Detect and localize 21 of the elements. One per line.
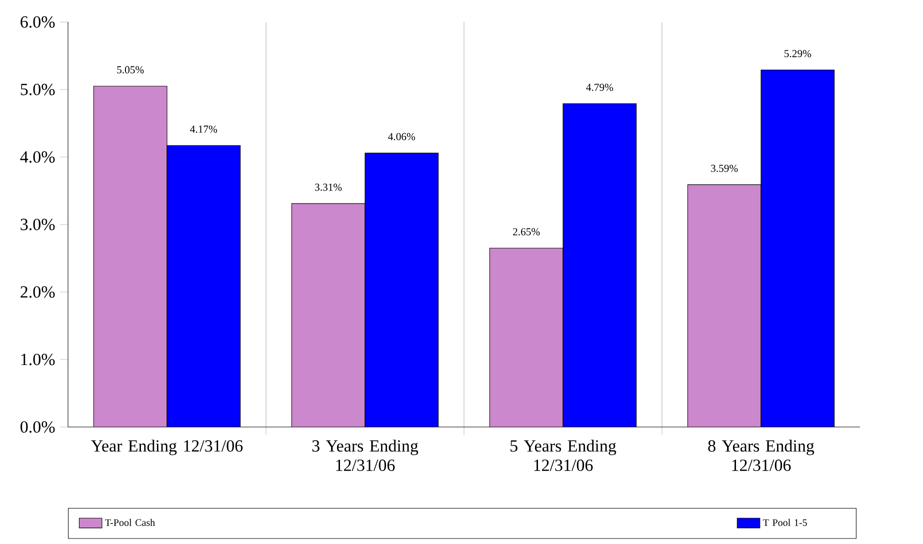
x-tick-label: 8 Years Ending 12/31/06 xyxy=(708,440,814,472)
data-label: 4.79% xyxy=(586,84,614,91)
y-tick-label: 2.0% xyxy=(20,286,55,298)
data-label: 3.31% xyxy=(315,184,342,191)
y-tick-label: 4.0% xyxy=(20,151,55,163)
y-tick-label: 0.0% xyxy=(20,421,55,433)
data-label: 2.65% xyxy=(513,228,540,236)
legend-label: T-Pool Cash xyxy=(105,518,155,526)
y-tick-label: 5.0% xyxy=(20,84,55,96)
y-tick-label: 1.0% xyxy=(21,354,55,366)
x-tick-label: 5 Years Ending 12/31/06 xyxy=(510,440,616,472)
data-label: 4.06% xyxy=(388,133,416,140)
data-label: 3.59% xyxy=(711,164,738,172)
y-tick-label: 3.0% xyxy=(20,218,55,230)
data-label: 5.29% xyxy=(784,50,812,58)
data-label: 4.17% xyxy=(190,126,218,133)
x-tick-label: Year Ending 12/31/06 xyxy=(91,440,243,456)
y-tick-label: 6.0% xyxy=(20,16,55,28)
legend-label: T Pool 1-5 xyxy=(763,518,807,526)
x-tick-label: 3 Years Ending 12/31/06 xyxy=(312,440,418,472)
data-label: 5.05% xyxy=(117,66,144,74)
